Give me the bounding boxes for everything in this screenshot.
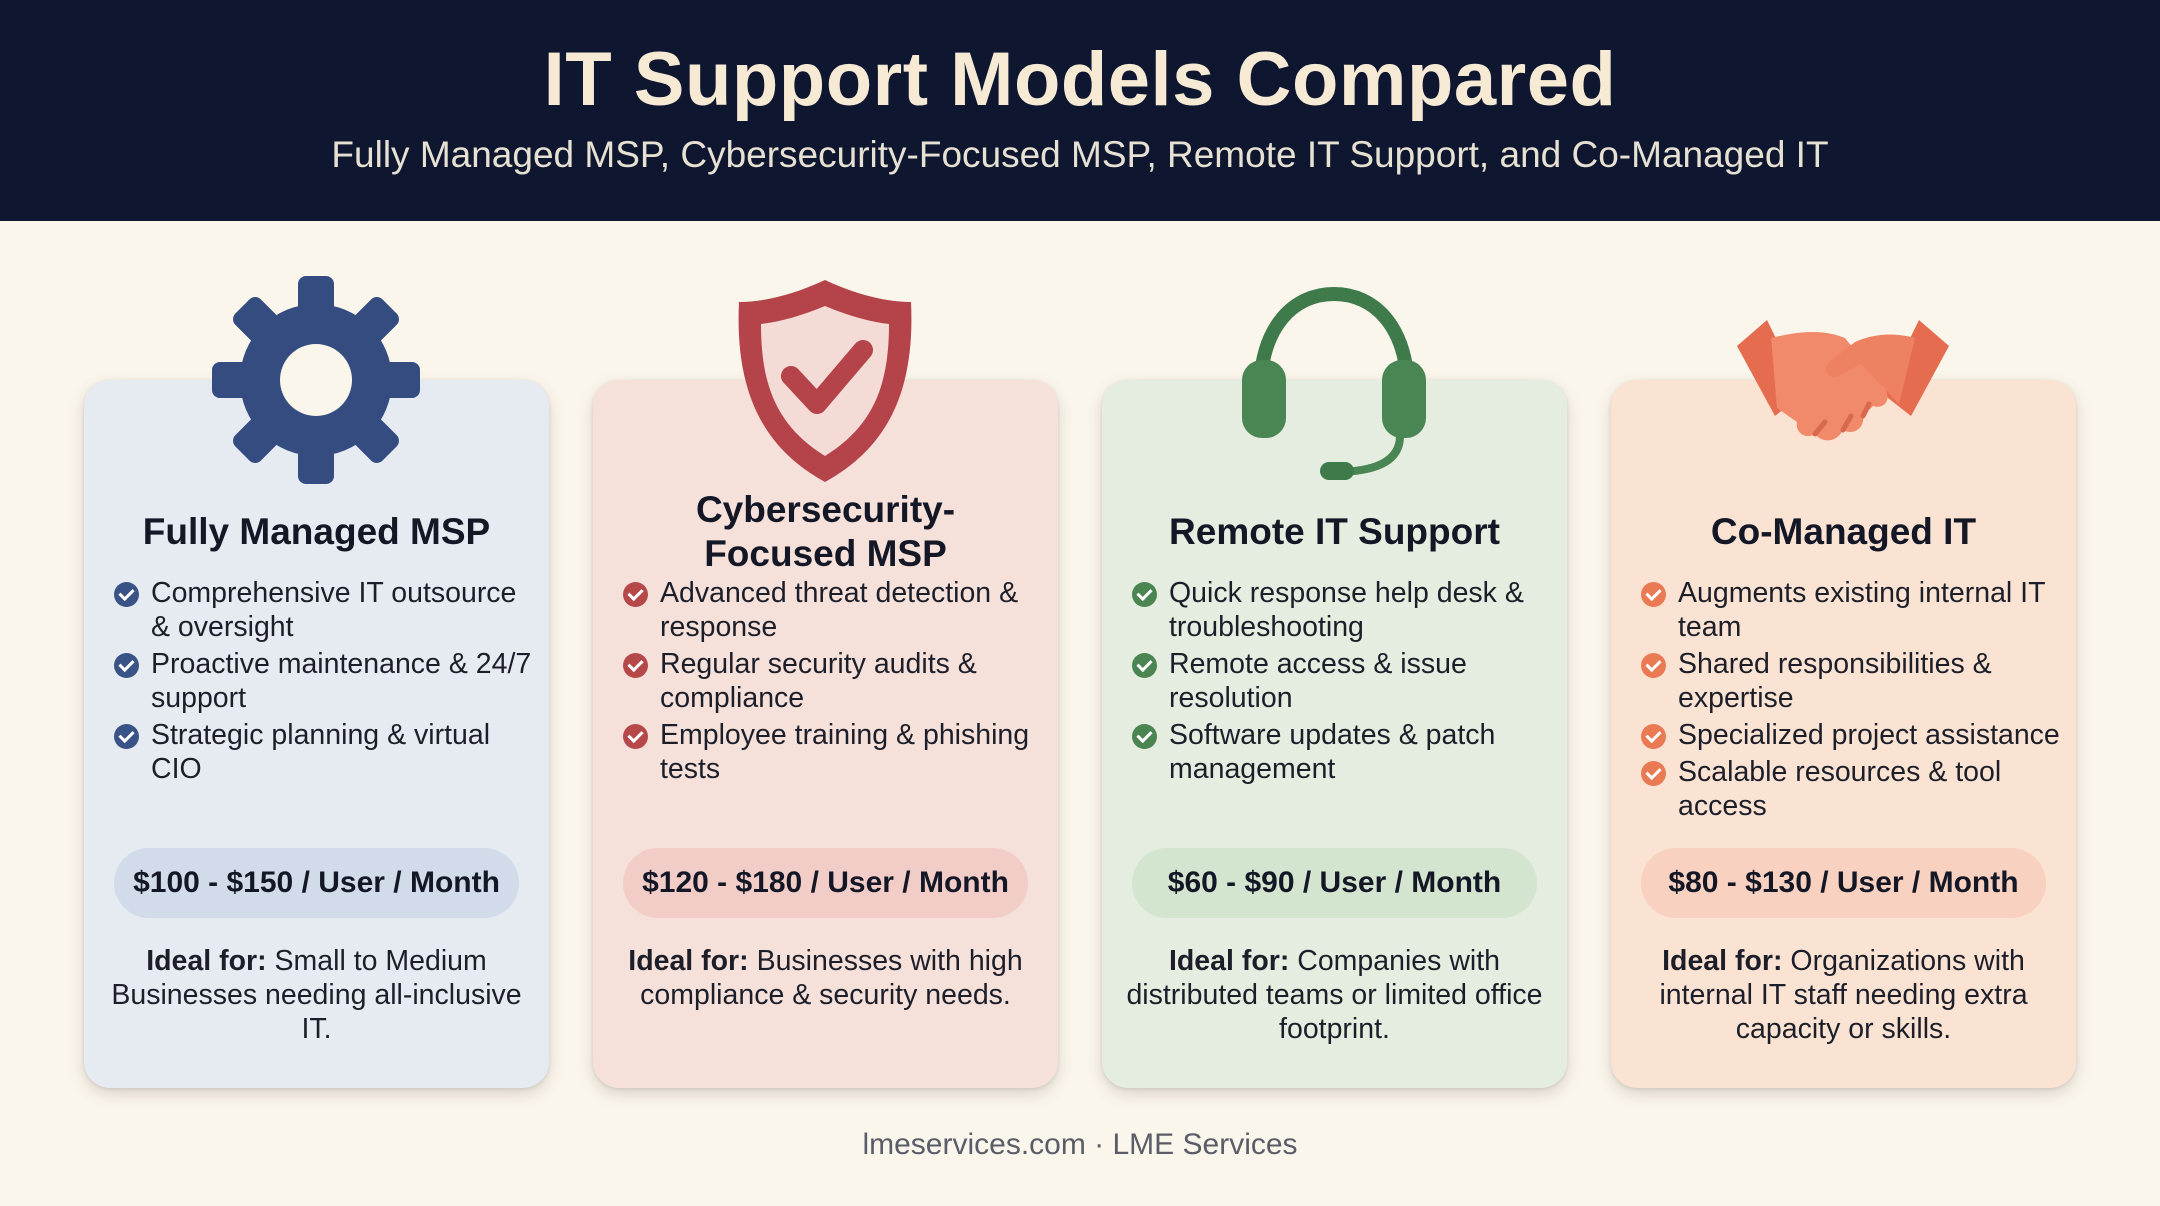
list-item: Remote access & issue resolution [1132,647,1553,715]
price-badge: $60 - $90 / User / Month [1132,848,1537,918]
check-circle-icon [1641,724,1666,749]
check-circle-icon [1132,724,1157,749]
list-item: Specialized project assistance [1641,718,2062,752]
list-item: Strategic planning & virtual CIO [114,718,535,786]
headset-icon [1242,286,1426,480]
check-circle-icon [1132,653,1157,678]
header-banner: IT Support Models Compared Fully Managed… [0,0,2160,221]
list-item: Augments existing internal IT team [1641,576,2062,644]
list-item: Proactive maintenance & 24/7 support [114,647,535,715]
check-circle-icon [114,653,139,678]
card-remote-it-support: Remote IT Support Quick response help de… [1102,380,1567,1088]
ideal-for-label: Ideal for: [146,945,267,977]
card-title: Cybersecurity-Focused MSP [695,489,956,574]
check-circle-icon [114,724,139,749]
check-circle-icon [623,582,648,607]
feature-list: Augments existing internal IT team Share… [1641,576,2062,826]
footer-credit: lmeservices.com · LME Services [862,1128,1298,1161]
list-item: Quick response help desk & troubleshooti… [1132,576,1553,644]
list-item: Shared responsibilities & expertise [1641,647,2062,715]
card-cybersecurity-msp: Cybersecurity-Focused MSP Advanced threa… [593,380,1058,1088]
page-title: IT Support Models Compared [543,37,1617,122]
ideal-for-label: Ideal for: [1662,945,1783,977]
card-title: Fully Managed MSP [142,511,491,552]
check-circle-icon [1641,653,1666,678]
list-item: Comprehensive IT outsource & oversight [114,576,535,644]
check-circle-icon [623,724,648,749]
card-title: Co-Managed IT [1710,511,1977,552]
check-circle-icon [623,653,648,678]
list-item: Regular security audits & compliance [623,647,1044,715]
shield-check-icon [738,280,912,482]
card-fully-managed-msp: Fully Managed MSP Comprehensive IT outso… [84,380,549,1088]
check-circle-icon [1641,582,1666,607]
card-title: Remote IT Support [1169,511,1500,552]
feature-list: Comprehensive IT outsource & oversight P… [114,576,535,789]
ideal-for-text: Ideal for: Organizations with internal I… [1659,945,2028,1045]
feature-list: Quick response help desk & troubleshooti… [1132,576,1553,789]
ideal-for-text: Ideal for: Small to Medium Businesses ne… [111,945,522,1045]
check-circle-icon [114,582,139,607]
check-circle-icon [1132,582,1157,607]
ideal-for-text: Ideal for: Businesses with high complian… [628,945,1023,1011]
price-badge: $80 - $130 / User / Month [1641,848,2046,918]
price-badge: $120 - $180 / User / Month [623,848,1028,918]
ideal-for-text: Ideal for: Companies with distributed te… [1126,945,1543,1045]
price-badge: $100 - $150 / User / Month [114,848,519,918]
check-circle-icon [1641,761,1666,786]
handshake-icon [1737,320,1949,441]
page-subtitle: Fully Managed MSP, Cybersecurity-Focused… [331,134,1829,175]
ideal-for-label: Ideal for: [628,945,749,977]
list-item: Software updates & patch management [1132,718,1553,786]
feature-list: Advanced threat detection & response Reg… [623,576,1044,789]
list-item: Scalable resources & tool access [1641,755,2062,823]
card-co-managed-it: Co-Managed IT Augments existing internal… [1611,380,2076,1088]
gear-icon [212,276,420,484]
list-item: Employee training & phishing tests [623,718,1044,786]
ideal-for-label: Ideal for: [1168,945,1290,977]
list-item: Advanced threat detection & response [623,576,1044,644]
